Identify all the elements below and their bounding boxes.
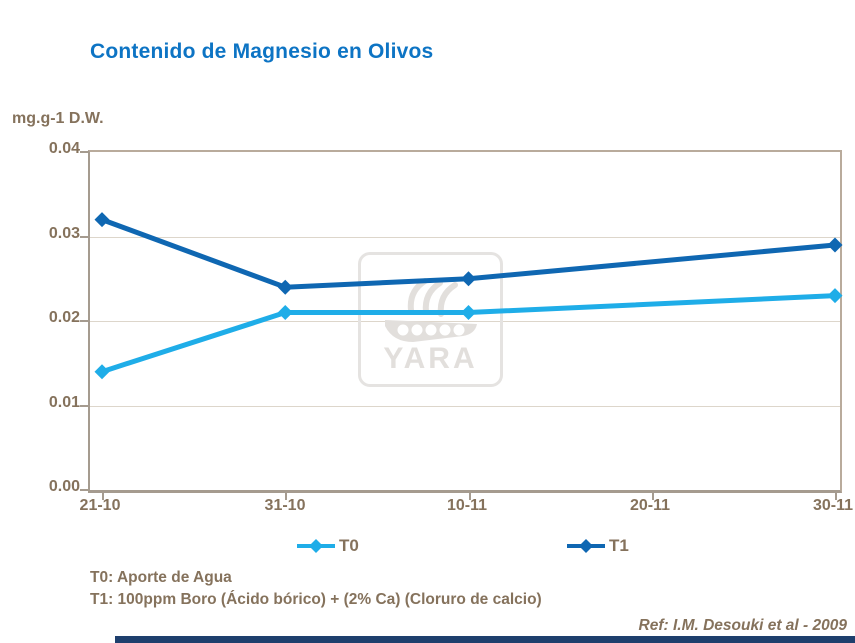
series-line-t1 <box>101 217 836 290</box>
y-tick-label: 0.02 <box>48 309 80 326</box>
data-point-marker-t0 <box>827 288 843 304</box>
x-axis-tick <box>834 493 837 500</box>
y-tick-label: 0.04 <box>48 140 80 157</box>
x-axis-tick <box>102 493 104 500</box>
legend-item-t1: T1 <box>566 536 629 556</box>
y-tick-label: 0.00 <box>48 478 80 495</box>
y-tick-label: 0.03 <box>48 225 80 242</box>
y-axis-unit-label: mg.g-1 D.W. <box>12 110 104 127</box>
series-line-t0 <box>101 293 836 375</box>
legend-marker-t1-icon <box>567 539 605 553</box>
data-point-marker-t1 <box>461 271 476 287</box>
x-axis-tick <box>468 493 471 500</box>
data-point-marker-t0 <box>94 364 110 380</box>
data-point-marker-t1 <box>827 237 843 253</box>
x-axis-tick <box>651 493 654 500</box>
x-tick-label: 20-11 <box>629 497 671 514</box>
legend-marker-t0-icon <box>297 539 335 553</box>
y-axis-tick <box>80 151 88 153</box>
gridline <box>90 236 840 238</box>
y-axis-tick <box>80 489 88 491</box>
footer-accent-bar <box>115 636 855 643</box>
legend-label-t0: T0 <box>339 536 359 555</box>
data-point-marker-t1 <box>94 212 110 228</box>
x-tick-label: 31-10 <box>264 497 306 514</box>
y-axis-tick <box>80 235 88 238</box>
legend-item-t0: T0 <box>296 536 359 556</box>
legend: T0 T1 <box>0 536 855 560</box>
y-axis-tick <box>80 404 88 407</box>
data-point-marker-t1 <box>277 279 293 295</box>
footnote-t0: T0: Aporte de Agua <box>90 569 232 586</box>
gridline <box>90 405 840 407</box>
y-tick-label: 0.01 <box>48 394 80 411</box>
footnote-t1: T1: 100ppm Boro (Ácido bórico) + (2% Ca)… <box>90 591 542 608</box>
y-axis-tick <box>80 320 88 322</box>
x-tick-label: 30-11 <box>812 497 854 514</box>
x-tick-label: 10-11 <box>446 497 488 514</box>
data-point-marker-t0 <box>461 305 476 321</box>
x-tick-label: 21-10 <box>79 497 121 514</box>
reference-text: Ref: I.M. Desouki et al - 2009 <box>638 617 847 634</box>
chart-title: Contenido de Magnesio en Olivos <box>90 40 434 63</box>
legend-label-t1: T1 <box>609 536 629 555</box>
x-axis-tick <box>285 493 288 500</box>
data-point-marker-t0 <box>277 305 293 321</box>
line-series-svg <box>94 212 843 380</box>
plot-area: YARA <box>80 150 843 500</box>
